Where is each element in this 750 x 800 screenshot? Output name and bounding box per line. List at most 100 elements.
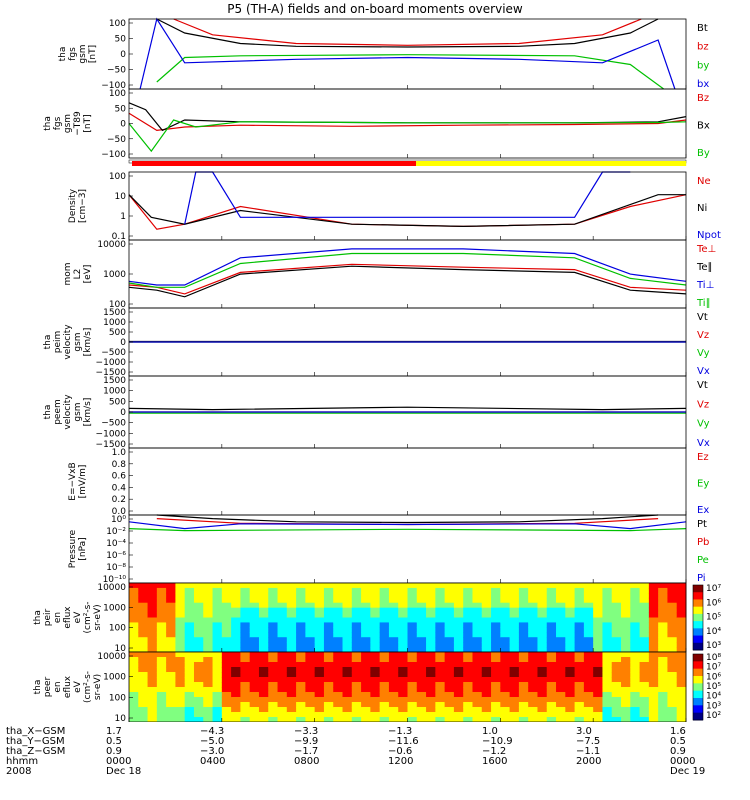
spectrogram-cell: [268, 662, 279, 668]
spectrogram-cell: [676, 607, 687, 614]
spectrogram-cell: [370, 652, 381, 658]
spectrogram-cell: [537, 642, 548, 648]
spectrogram-cell: [518, 677, 529, 683]
spectrogram-cell: [574, 702, 585, 708]
spectrogram-cell: [444, 622, 455, 628]
spectrogram-cell: [676, 602, 687, 609]
spectrogram-cell: [426, 592, 436, 599]
spectrogram-cell: [129, 627, 139, 633]
spectrogram-cell: [193, 602, 204, 609]
spectrogram-cell: [537, 612, 548, 618]
spectrogram-cell: [156, 647, 167, 653]
colorbar-swatch: [693, 621, 703, 629]
spectrogram-cell: [565, 607, 576, 614]
spectrogram-cell: [481, 607, 492, 614]
spectrogram-cell: [500, 707, 511, 713]
spectrogram-cell: [212, 597, 223, 604]
spectrogram-cell: [147, 627, 158, 633]
y-axis-label: peer: [43, 676, 53, 697]
spectrogram-cell: [361, 682, 371, 688]
spectrogram-cell: [156, 592, 167, 599]
spectrogram-cell: [407, 717, 418, 722]
spectrogram-cell: [518, 602, 529, 609]
y-tick-label: 1000: [103, 387, 126, 397]
spectrogram-cell: [212, 692, 223, 698]
spectrogram-cell: [342, 652, 353, 658]
spectrogram-cell: [611, 687, 622, 693]
spectrogram-cell: [398, 662, 408, 668]
spectrogram-cell: [129, 587, 139, 594]
spectrogram-cell: [444, 687, 455, 693]
spectrogram-cell: [593, 662, 603, 668]
spectrogram-cell: [370, 682, 381, 688]
spectrogram-cell: [481, 697, 492, 703]
spectrogram-cell: [249, 617, 260, 623]
spectrogram-cell: [361, 627, 371, 633]
spectrogram-cell: [314, 662, 325, 668]
spectrogram-cell: [574, 592, 585, 599]
spectrogram-cell: [537, 627, 548, 633]
spectrogram-cell: [407, 687, 418, 693]
spectrogram-cell: [648, 642, 659, 648]
spectrogram-cell: [314, 667, 325, 673]
spectrogram-cell: [156, 652, 167, 658]
spectrogram-cell: [305, 717, 316, 722]
panel-frame: [128, 171, 687, 241]
spectrogram-cell: [166, 642, 176, 648]
colorbar-label: 10⁵: [706, 613, 721, 623]
spectrogram-cell: [388, 602, 399, 609]
colorbar-swatch: [693, 698, 703, 706]
spectrogram-cell: [658, 652, 668, 658]
spectrogram-cell: [212, 637, 223, 643]
spectrogram-cell: [296, 672, 306, 678]
spectrogram-cell: [333, 697, 344, 703]
spectrogram-cell: [518, 652, 529, 658]
spectrogram-cell: [565, 647, 576, 653]
spectrogram-cell: [453, 583, 464, 589]
spectrogram-cell: [305, 583, 316, 589]
spectrogram-cell: [240, 632, 251, 638]
spectrogram-cell: [639, 657, 650, 663]
spectrogram-cell: [546, 587, 557, 594]
legend-label: Vz: [697, 399, 709, 410]
spectrogram-cell: [509, 597, 520, 604]
legend-label: Vx: [697, 366, 710, 377]
spectrogram-cell: [648, 592, 659, 599]
spectrogram-cell: [509, 677, 520, 683]
spectrogram-cell: [556, 687, 566, 693]
spectrogram-cell: [491, 687, 501, 693]
spectrogram-cell: [147, 657, 158, 663]
series-line-Pe: [128, 528, 687, 532]
spectrogram-cell: [193, 592, 204, 599]
spectrogram-cell: [658, 692, 668, 698]
spectrogram-cell: [537, 687, 548, 693]
spectrogram-cell: [472, 627, 483, 633]
spectrogram-cell: [156, 657, 167, 663]
spectrogram-cell: [602, 597, 613, 604]
spectrogram-cell: [602, 712, 613, 718]
spectrogram-cell: [147, 607, 158, 614]
spectrogram-cell: [565, 602, 576, 609]
footer-cell: 0400: [200, 756, 225, 767]
spectrogram-cell: [305, 597, 316, 604]
y-axis-label: peir: [43, 608, 53, 626]
spectrogram-cell: [277, 657, 288, 663]
spectrogram-cell: [528, 602, 538, 609]
spectrogram-cell: [574, 622, 585, 628]
y-tick-label: 1500: [103, 308, 126, 318]
y-tick-label: 10⁻²: [106, 527, 126, 537]
spectrogram-cell: [472, 697, 483, 703]
spectrogram-cell: [351, 672, 362, 678]
spectrogram-cell: [537, 607, 548, 614]
spectrogram-cell: [323, 592, 334, 599]
spectrogram-cell: [481, 647, 492, 653]
spectrogram-cell: [258, 632, 269, 638]
spectrogram-cell: [463, 597, 473, 604]
y-axis-label: eV: [73, 680, 83, 693]
y-axis-label: [nT]: [83, 114, 93, 132]
spectrogram-cell: [611, 697, 622, 703]
spectrogram-cell: [518, 647, 529, 653]
spectrogram-cell: [184, 692, 195, 698]
spectrogram-cell: [528, 587, 538, 594]
spectrogram-cell: [574, 667, 585, 673]
